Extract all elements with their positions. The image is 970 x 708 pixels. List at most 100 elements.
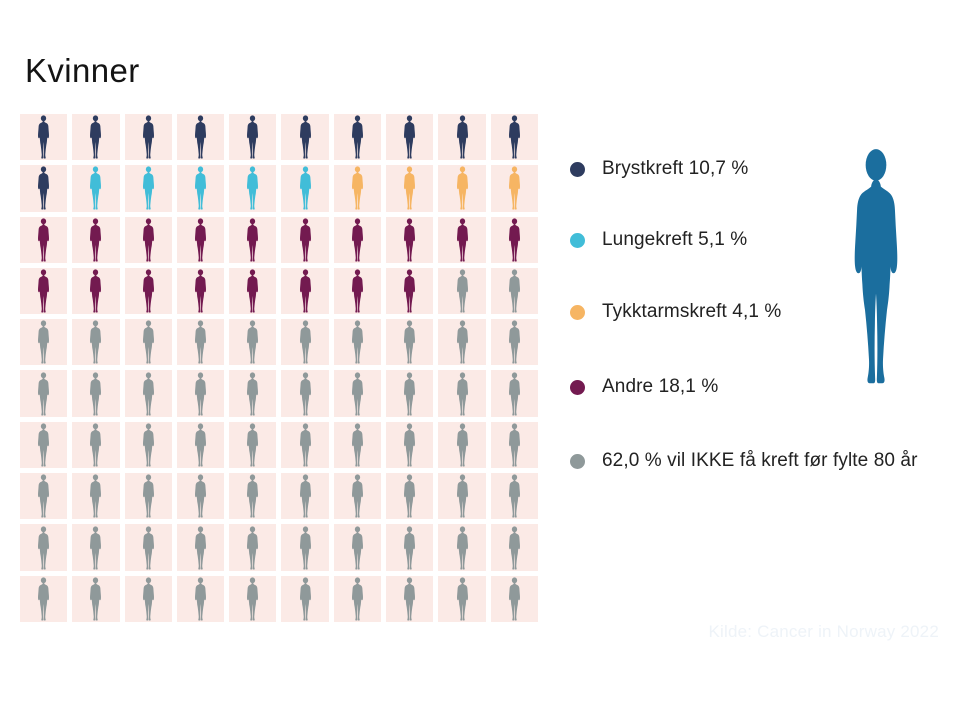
woman-icon [351,320,363,364]
woman-icon [195,320,207,364]
pictogram-cell [386,473,434,520]
source-text: Kilde: Cancer in Norway 2022 [708,621,939,641]
pictogram-cell [333,216,382,263]
woman-icon [247,269,259,313]
pictogram-cell [438,473,486,520]
pictogram-cell [229,524,277,571]
woman-icon [351,269,363,313]
woman-icon [299,320,311,364]
woman-icon [508,269,520,313]
pictogram-cell [386,165,434,212]
pictogram-cell [333,114,382,161]
woman-icon [90,525,102,570]
woman-icon [90,577,102,621]
woman-icon [456,320,468,364]
woman-icon [404,269,416,313]
woman-icon [142,372,154,416]
pictogram-cell [176,165,225,212]
woman-icon [90,269,102,313]
pictogram-cell [176,114,225,161]
legend-dot-icon [570,453,585,469]
pictogram-cell [124,473,172,520]
woman-icon [142,474,154,518]
pictogram-cell [333,370,382,417]
woman-icon [142,218,154,262]
pictogram-cell [281,575,329,622]
legend-label: Tykktarmskreft 4,1 % [602,301,782,322]
legend-item-tykktarmskreft: Tykktarmskreft 4,1 % [570,300,781,324]
pictogram-cell [124,575,172,622]
woman-icon [195,218,207,262]
pictogram-cell [386,216,434,263]
woman-icon [404,218,416,262]
pictogram-cell [386,319,434,366]
woman-icon [38,474,50,518]
pictogram-cell [124,370,172,417]
pictogram-cell [124,114,172,161]
woman-icon [404,372,416,416]
pictogram-cell [281,165,329,212]
woman-icon [142,525,154,570]
woman-icon [38,115,50,159]
pictogram-cell [490,165,538,212]
legend-label: Lungekreft 5,1 % [602,229,748,250]
legend-dot-icon [570,304,585,320]
pictogram-cell [333,319,382,366]
pictogram-cell [333,165,382,212]
pictogram-cell [490,421,538,469]
woman-icon [195,372,207,416]
woman-icon [195,166,207,210]
woman-icon [90,474,102,518]
pictogram-cell [229,114,277,161]
pictogram-cell [20,267,68,315]
pictogram-cell [229,319,277,366]
page-title: Kvinner [25,52,140,89]
woman-icon [508,474,520,518]
woman-icon [142,269,154,313]
woman-icon [351,525,363,570]
pictogram-cell [176,473,225,520]
legend-label: Andre 18,1 % [602,376,719,397]
woman-icon [195,577,207,621]
pictogram-cell [72,524,120,571]
legend-item-ingen-kreft: 62,0 % vil IKKE få kreft før fylte 80 år [570,449,918,473]
woman-icon [142,166,154,210]
pictogram-cell [229,473,277,520]
pictogram-cell [281,421,329,469]
woman-icon [90,320,102,364]
pictogram-cell [124,267,172,315]
pictogram-cell [281,216,329,263]
pictogram-cell [176,216,225,263]
pictogram-cell [438,524,486,571]
woman-icon [38,423,50,467]
pictogram-cell [281,267,329,315]
pictogram-cell [438,114,486,161]
woman-icon [142,320,154,364]
pictogram-cell [386,575,434,622]
pictogram-cell [438,575,486,622]
legend-dot-icon [570,161,585,177]
woman-icon [508,525,520,570]
pictogram-cell [72,165,120,212]
pictogram-cell [333,421,382,469]
woman-icon [38,577,50,621]
pictogram-cell [333,267,382,315]
pictogram-cell [20,370,68,417]
pictogram-cell [124,319,172,366]
woman-icon [247,474,259,518]
pictogram-cell [176,267,225,315]
woman-icon [404,320,416,364]
woman-icon [38,372,50,416]
pictogram-cell [281,319,329,366]
woman-icon [299,474,311,518]
pictogram-cell [438,165,486,212]
pictogram-cell [176,319,225,366]
woman-icon [299,525,311,570]
woman-icon [90,372,102,416]
pictogram-cell [386,114,434,161]
woman-icon [247,115,259,159]
pictogram-cell [490,370,538,417]
pictogram-cell [72,216,120,263]
woman-icon [299,423,311,467]
